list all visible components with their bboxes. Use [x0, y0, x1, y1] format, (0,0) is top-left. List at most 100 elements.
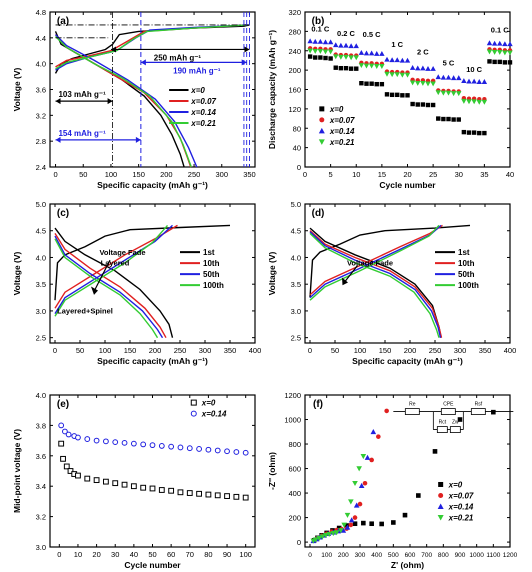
panel-f: 0 100 200 300 400 500 600 700 800 900 1000 1100 1200…: [267, 391, 518, 570]
y-tick-label: 3.0: [36, 307, 46, 316]
data-point-triangle-down: [343, 54, 349, 60]
y-tick-label: 4.5: [291, 227, 301, 236]
data-point-triangle-down: [425, 81, 431, 87]
series-line: [54, 224, 169, 317]
data-point-square: [502, 60, 508, 65]
x-tick-label: 100: [321, 552, 332, 559]
data-point-triangle-down: [491, 50, 498, 55]
annotation-154: 154 mAh g⁻¹: [58, 129, 106, 138]
panels-container: 0 50 100 150 200 250 300 3502.42.83.23.64.04.44…: [12, 8, 518, 570]
series-line: [54, 224, 173, 314]
data-point-square: [84, 475, 91, 482]
y-tick-label: 120: [288, 105, 301, 114]
data-point-square: [224, 493, 230, 499]
x-tick-label: 700: [421, 552, 432, 559]
data-point-square: [416, 493, 421, 498]
x-tick-label: 100: [99, 346, 112, 355]
y-tick-label: 4.5: [36, 227, 46, 236]
x-tick-label: 90: [223, 550, 231, 559]
data-point-triangle: [486, 40, 493, 46]
data-point-square: [328, 56, 333, 61]
y-tick-label: 4.0: [36, 391, 46, 400]
rate-label: 0.2 C: [337, 29, 356, 38]
data-point-triangle-down: [404, 72, 411, 78]
data-point-square: [112, 480, 119, 487]
data-point-circle: [58, 422, 65, 429]
data-point-square: [130, 483, 137, 490]
data-point-circle: [242, 449, 249, 456]
annotation-arrow-head: [241, 59, 247, 66]
data-point-square: [420, 102, 426, 107]
y-tick-label: 4.0: [291, 253, 301, 262]
data-point-circle: [357, 501, 363, 507]
data-point-square: [369, 81, 374, 86]
annotation-103: 103 mAh g⁻¹: [58, 90, 106, 99]
data-point-triangle-down: [326, 531, 332, 538]
x-tick-label: 0: [303, 170, 307, 179]
legend-label: x=0.07: [190, 97, 216, 106]
x-tick-label: 0: [308, 346, 312, 355]
data-point-square: [338, 65, 344, 71]
annotation-arrow-head: [107, 98, 113, 105]
data-point-square: [461, 129, 467, 135]
data-point-triangle-down: [409, 80, 416, 86]
data-point-triangle-down: [317, 49, 324, 54]
annotation-arrow-head: [244, 46, 250, 53]
series-line: [55, 34, 198, 168]
data-point-circle: [65, 431, 72, 438]
data-point-circle: [130, 440, 137, 447]
data-point-triangle: [491, 40, 498, 46]
series-line: [54, 233, 167, 339]
data-point-triangle-down: [389, 72, 395, 78]
data-point-square: [384, 92, 390, 97]
data-point-circle: [362, 480, 368, 486]
x-tick-label: 40: [130, 550, 138, 559]
data-point-triangle-down: [430, 81, 436, 87]
x-axis-label: Specific capacity (mAh g⁻¹): [352, 356, 463, 366]
data-point-triangle-down: [374, 64, 380, 69]
x-tick-label: 70: [186, 550, 194, 559]
y-tick-label: 1200: [284, 391, 301, 400]
data-point-triangle: [333, 42, 339, 48]
data-point-triangle-down: [307, 48, 313, 54]
x-tick-label: 150: [132, 170, 145, 179]
rate-label: 5 C: [443, 58, 455, 67]
y-tick-label: 2.5: [36, 334, 46, 343]
y-tick-label: 4.4: [36, 34, 46, 43]
data-point-square: [507, 60, 513, 65]
data-point-square: [190, 399, 197, 406]
data-point-square: [410, 101, 415, 107]
annotation-arrow-head: [91, 286, 98, 295]
panel-label: (f): [313, 399, 323, 410]
data-point-square: [352, 521, 358, 527]
data-point-triangle-down: [445, 90, 452, 96]
legend-label: x=0.14: [448, 502, 474, 511]
data-point-triangle: [307, 38, 313, 44]
data-point-square: [497, 59, 502, 65]
plot-frame: [304, 394, 511, 548]
data-point-circle: [93, 437, 100, 444]
rate-label: 0.5 C: [363, 30, 382, 39]
data-point-square: [75, 472, 81, 479]
x-tick-label: 300: [199, 346, 212, 355]
data-point-triangle-down: [333, 530, 340, 536]
data-point-square: [441, 116, 446, 122]
data-point-triangle: [358, 49, 365, 55]
plot-frame: [49, 203, 256, 344]
legend-label: x=0: [448, 480, 463, 489]
data-point-triangle-down: [507, 50, 513, 56]
x-tick-label: 300: [454, 346, 467, 355]
y-tick-label: 4.0: [36, 253, 46, 262]
data-point-triangle: [353, 502, 360, 508]
x-tick-label: 50: [331, 346, 339, 355]
data-point-square: [186, 490, 193, 496]
y-tick-label: 400: [288, 489, 301, 498]
data-point-triangle-down: [352, 480, 358, 487]
data-point-triangle: [404, 57, 411, 63]
data-point-triangle-down: [358, 63, 365, 68]
y-tick-label: 80: [293, 124, 301, 133]
y-axis-label: Discharge capacity (mAh g⁻¹): [267, 30, 277, 149]
inset-warburg: [449, 426, 461, 433]
data-point-circle: [84, 436, 91, 442]
rate-label: 2 C: [417, 48, 429, 57]
